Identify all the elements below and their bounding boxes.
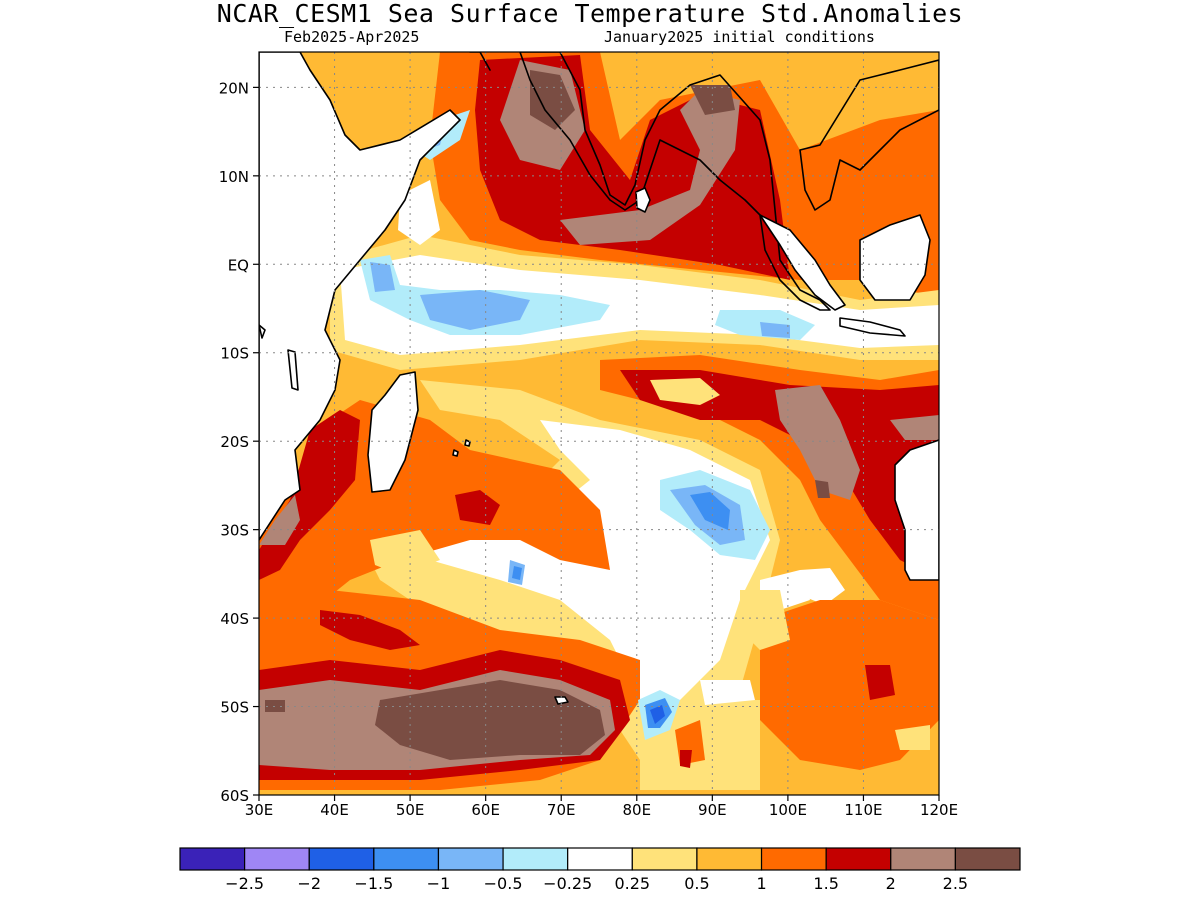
gridlines	[259, 52, 939, 795]
colorbar-label: −2	[297, 874, 321, 893]
initial-conditions: January2025 initial conditions	[604, 28, 875, 46]
lon-label: 110E	[844, 801, 882, 819]
lon-label: 70E	[547, 801, 576, 819]
lon-label: 60E	[471, 801, 500, 819]
lon-label: 30E	[245, 801, 274, 819]
colorbar-label: −0.25	[543, 874, 592, 893]
colorbar-label: 0.25	[614, 874, 650, 893]
land-masses	[259, 52, 939, 705]
colorbar-label: 1.5	[813, 874, 838, 893]
colorbar-label: 1	[756, 874, 766, 893]
colorbar-swatch	[760, 847, 827, 871]
colorbar-swatch	[890, 847, 956, 871]
map-axes: 30E 40E 50E 60E 70E 80E 90E 100E 110E 120E 20N 10N E…	[219, 79, 958, 819]
colorbar-swatch	[631, 847, 698, 871]
lon-label: 80E	[622, 801, 651, 819]
lat-label: 20N	[219, 79, 249, 97]
colorbar-swatch	[437, 847, 504, 871]
colorbar-swatch	[567, 847, 633, 871]
colorbar-swatch	[825, 847, 892, 871]
colorbar-swatch	[696, 847, 763, 871]
lat-label: 40S	[220, 610, 249, 628]
lon-label: 100E	[769, 801, 807, 819]
colorbar-swatch	[308, 847, 375, 871]
colorbar-label: −2.5	[225, 874, 264, 893]
lat-label: 20S	[220, 433, 249, 451]
lat-label: 60S	[220, 787, 249, 805]
colorbar-label: 0.5	[684, 874, 709, 893]
colorbar-label: 2	[886, 874, 896, 893]
anomaly-field	[259, 52, 939, 795]
lon-label: 120E	[920, 801, 958, 819]
colorbar-swatch	[244, 847, 310, 871]
colorbar-label: −1	[427, 874, 451, 893]
lon-label: 50E	[396, 801, 425, 819]
forecast-period: Feb2025-Apr2025	[284, 28, 420, 46]
map-frame	[258, 51, 940, 796]
lat-label: 10N	[219, 168, 249, 186]
colorbar-label: −0.5	[484, 874, 523, 893]
colorbar-swatch	[502, 847, 569, 871]
colorbar-label: −1.5	[354, 874, 393, 893]
colorbar-swatch	[179, 847, 246, 871]
colorbar-swatch	[373, 847, 440, 871]
lon-label: 90E	[698, 801, 727, 819]
map-title: NCAR_CESM1 Sea Surface Temperature Std.A…	[216, 0, 964, 28]
colorbar: −2.5 −2 −1.5 −1 −0.5 −0.25 0.25 0.5 1 1.5 2 2.5	[179, 847, 1021, 893]
colorbar-label: 2.5	[943, 874, 968, 893]
lat-label: 50S	[220, 699, 249, 717]
lon-label: 40E	[320, 801, 349, 819]
lat-label: EQ	[228, 256, 249, 274]
lat-label: 10S	[220, 345, 249, 363]
colorbar-swatch	[954, 847, 1021, 871]
lat-label: 30S	[220, 522, 249, 540]
